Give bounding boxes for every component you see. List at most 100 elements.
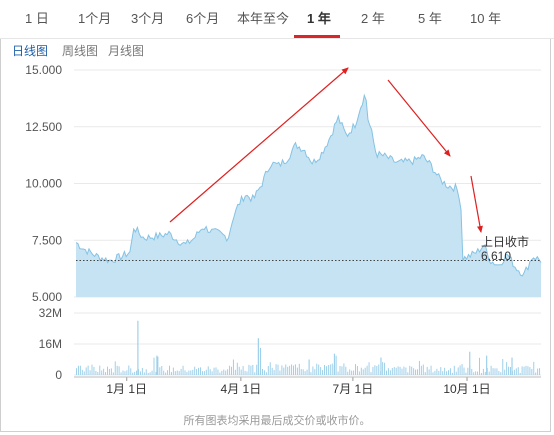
volume-bar [153,357,155,375]
tab-range-6[interactable]: 2 年 [361,11,385,26]
volume-bar [231,366,232,375]
x-tick-label: 10月 1日 [443,382,490,396]
volume-bar [500,372,502,375]
volume-bar [267,366,269,375]
volume-bar [182,365,184,375]
volume-bar [337,371,339,375]
volume-bar [95,370,97,375]
volume-bar [529,367,531,375]
tab-chart-type-0[interactable]: 日线图 [12,44,49,58]
volume-bar [440,367,442,375]
volume-bar [122,370,124,375]
volume-bar [244,370,246,375]
volume-bar [178,371,180,375]
volume-bar [325,366,327,375]
volume-bar [161,365,163,375]
volume-bar [496,368,498,375]
volume-bar [417,369,418,375]
volume-bar [269,362,271,375]
tab-range-4[interactable]: 本年至今 [237,11,290,26]
volume-bar [250,365,252,375]
tab-range-7[interactable]: 5 年 [418,11,442,26]
volume-bar [298,363,300,375]
volume-bar [502,359,504,375]
tab-range-8[interactable]: 10 年 [470,11,502,26]
volume-bar [418,360,420,375]
volume-bar [304,371,306,375]
volume-bar [196,369,198,375]
volume-bar [194,366,196,375]
volume-bar [484,371,486,375]
volume-bar [225,370,227,375]
volume-bar [498,371,500,375]
volume-bar [211,371,213,375]
trend-arrow [169,67,349,223]
volume-bar [262,368,263,375]
volume-bar [145,369,147,375]
volume-bar [401,368,403,375]
volume-bar [101,370,103,375]
volume-bar [467,367,469,375]
tab-range-0[interactable]: 1 日 [25,11,49,26]
volume-bar [128,365,130,375]
volume-bar [331,363,333,375]
volume-bar [180,368,182,375]
volume-bar [114,361,116,375]
volume-bar [382,362,384,375]
volume-bar [488,371,490,375]
tab-range-3[interactable]: 6个月 [186,11,220,26]
volume-bar [240,369,242,375]
volume-bar [513,369,515,375]
volume-bar [465,372,467,375]
volume-bar [523,366,525,375]
volume-bar [436,368,438,375]
volume-bar [477,371,479,375]
volume-bar [506,362,508,375]
volume-bar [384,362,386,375]
volume-bar [533,361,535,375]
volume-bar [169,365,170,375]
volume-bar [151,370,153,375]
volume-bar [347,371,349,375]
volume-bar [391,368,393,375]
tab-chart-type-2[interactable]: 月线图 [108,44,145,58]
volume-bar [76,368,77,375]
volume-bar [139,371,141,375]
x-tick-label: 4月 1日 [221,382,262,396]
volume-bar [103,368,105,375]
volume-bar [163,370,165,375]
volume-bar [407,372,409,375]
volume-bar [108,368,110,375]
volume-bar [349,369,351,375]
volume-bar [207,366,209,375]
volume-bar [368,362,370,375]
tab-range-1[interactable]: 1个月 [78,11,112,26]
volume-bar [188,370,190,375]
volume-bar [81,369,83,375]
range-tabs: 1 日 1个月 3个月 6个月 本年至今 1 年 2 年 5 年 10 年 [0,0,554,39]
volume-bar [77,365,79,375]
volume-bar [198,367,200,375]
volume-bar [310,372,312,375]
tab-chart-type-1[interactable]: 周线图 [62,44,99,58]
volume-bar [120,372,122,375]
volume-bar [413,368,415,375]
tab-range-2[interactable]: 3个月 [131,11,165,26]
volume-bar [283,367,285,375]
volume-bar [130,368,132,375]
volume-bar [539,368,541,375]
volume-bar [444,367,446,375]
volume-bar [149,372,151,375]
volume-bar [234,369,236,375]
volume-bar [449,368,451,375]
volume-bar [132,372,134,375]
volume-bar [134,371,136,375]
volume-bar [275,364,277,375]
volume-bar [335,355,337,375]
volume-bar [308,359,310,375]
volume-bar [184,370,186,375]
volume-bar [291,364,293,375]
volume-bar [333,353,336,375]
tab-range-5[interactable]: 1 年 [307,11,331,26]
volume-bar [537,368,539,375]
